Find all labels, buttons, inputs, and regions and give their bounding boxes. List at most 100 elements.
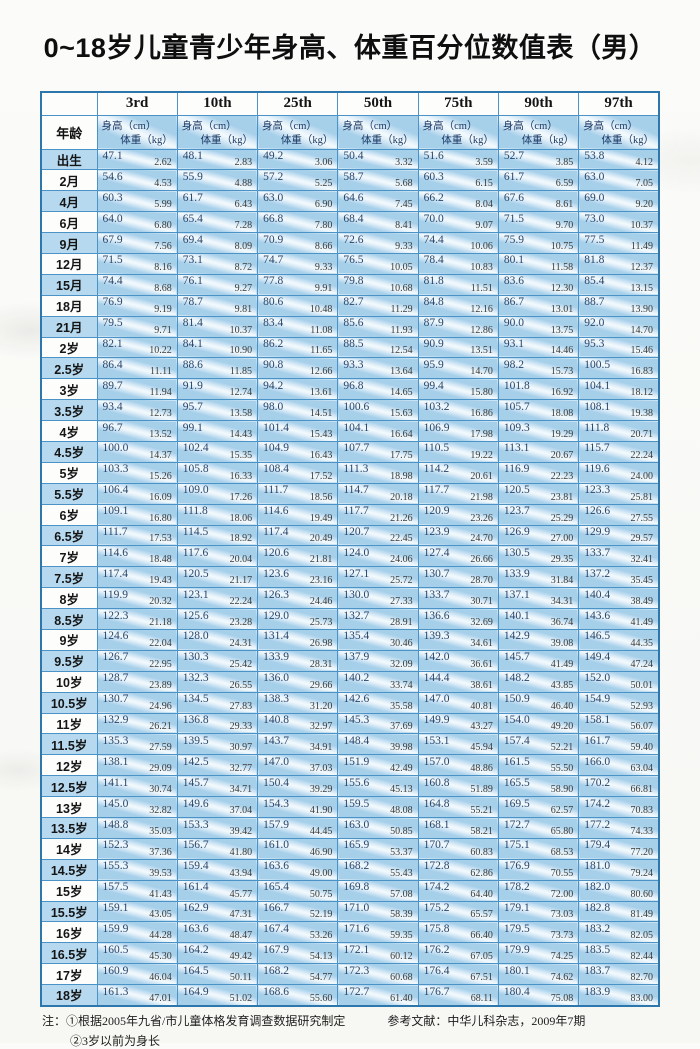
weight-value: 16.09 [149, 491, 172, 503]
value-cell: 79.8 10.68 [337, 273, 419, 296]
height-value: 60.3 [423, 170, 444, 183]
table-row: 2月 54.6 4.53 55.9 4.88 57.2 5.25 58.7 5.68 60.3 6.… [40, 169, 660, 192]
value-cell: 134.5 27.83 [176, 691, 259, 714]
height-value: 114.5 [182, 526, 209, 539]
height-value: 137.1 [503, 588, 530, 601]
table-row: 10岁 128.7 23.89 132.3 26.55 136.0 29.66 140.2 33… [40, 670, 660, 693]
weight-value: 11.58 [551, 261, 574, 273]
height-unit-label: 身高（cm） [342, 120, 398, 132]
weight-value: 10.75 [550, 240, 574, 252]
age-cell: 9岁 [40, 628, 98, 651]
value-cell: 137.2 35.45 [578, 566, 660, 589]
weight-value: 25.72 [390, 575, 413, 587]
value-cell: 142.9 39.08 [497, 628, 580, 651]
height-value: 111.3 [343, 463, 369, 476]
weight-value: 24.00 [630, 470, 654, 482]
value-cell: 114.2 20.61 [417, 461, 499, 484]
weight-value: 20.71 [630, 428, 654, 440]
weight-value: 14.46 [550, 345, 574, 357]
weight-value: 12.86 [470, 324, 493, 336]
value-cell: 155.6 45.13 [337, 775, 419, 798]
height-value: 117.4 [263, 526, 289, 539]
value-cell: 120.9 23.26 [417, 503, 499, 526]
value-cell: 89.7 11.94 [96, 378, 178, 401]
weight-value: 37.03 [309, 763, 333, 775]
height-value: 164.2 [182, 943, 209, 956]
value-cell: 86.2 11.65 [257, 336, 339, 359]
weight-unit-label: 体重（kg） [441, 134, 494, 146]
value-cell: 175.1 68.53 [497, 837, 580, 860]
value-cell: 144.4 38.61 [417, 670, 499, 693]
value-cell: 130.5 29.35 [497, 545, 580, 568]
value-cell: 93.1 14.46 [497, 336, 580, 359]
age-cell: 6.5岁 [40, 524, 98, 547]
table-row: 6岁 109.1 16.80 111.8 18.06 114.6 19.49 117.7 21.… [40, 503, 660, 526]
weight-value: 10.37 [630, 220, 654, 232]
weight-value: 26.55 [229, 679, 253, 691]
value-cell: 117.4 20.49 [257, 524, 339, 547]
weight-value: 19.43 [149, 575, 172, 587]
height-value: 148.8 [102, 818, 129, 831]
value-cell: 179.9 74.25 [497, 942, 580, 965]
weight-value: 83.00 [630, 992, 654, 1004]
weight-value: 42.49 [390, 763, 413, 775]
value-cell: 48.1 2.83 [176, 148, 259, 171]
weight-value: 26.66 [470, 554, 493, 566]
table-row: 2.5岁 86.4 11.11 88.6 11.85 90.8 12.66 93.3 13.64… [40, 357, 660, 380]
age-cell: 16岁 [40, 921, 98, 944]
table-row: 14岁 152.3 37.36 156.7 41.80 161.0 46.90 165.9 53… [40, 837, 660, 860]
weight-value: 54.77 [309, 972, 333, 984]
age-cell: 5岁 [40, 461, 98, 484]
height-value: 130.5 [503, 546, 530, 559]
weight-value: 47.24 [630, 658, 654, 670]
value-cell: 166.7 52.19 [257, 900, 339, 923]
weight-value: 7.05 [635, 178, 654, 190]
measure-header-cell: 身高（cm） 体重（kg） [497, 114, 580, 150]
height-value: 54.6 [102, 170, 123, 183]
height-value: 95.9 [423, 358, 444, 371]
weight-value: 80.60 [630, 888, 654, 900]
value-cell: 76.5 10.05 [337, 252, 419, 275]
weight-unit-label: 体重（kg） [521, 134, 575, 146]
value-cell: 165.5 58.90 [497, 775, 580, 798]
value-cell: 85.4 13.15 [578, 273, 660, 296]
height-value: 125.6 [182, 609, 209, 622]
weight-value: 23.81 [550, 491, 574, 503]
height-value: 182.0 [584, 881, 611, 894]
value-cell: 148.4 39.98 [337, 733, 419, 756]
height-value: 145.3 [343, 714, 370, 727]
height-value: 164.9 [182, 985, 209, 998]
height-value: 67.9 [102, 233, 123, 246]
height-value: 128.7 [102, 672, 129, 685]
value-cell: 164.8 55.21 [417, 796, 499, 818]
height-value: 102.4 [182, 442, 209, 455]
value-cell: 168.1 58.21 [417, 817, 499, 839]
height-unit-label: 身高（cm） [262, 120, 317, 132]
height-value: 120.7 [343, 526, 370, 539]
weight-value: 17.52 [309, 470, 333, 482]
weight-value: 16.92 [550, 387, 574, 399]
table-row: 7.5岁 117.4 19.43 120.5 21.17 123.6 23.16 127.1 2… [40, 566, 660, 589]
height-value: 137.9 [343, 651, 370, 664]
value-cell: 119.9 20.32 [96, 587, 178, 610]
weight-value: 5.68 [395, 178, 413, 190]
weight-value: 49.42 [229, 951, 253, 963]
height-value: 101.4 [263, 421, 289, 434]
value-cell: 157.5 41.43 [96, 879, 178, 902]
value-cell: 74.4 8.68 [96, 273, 178, 296]
height-value: 78.4 [423, 254, 444, 267]
height-value: 157.4 [503, 734, 530, 747]
height-value: 106.9 [423, 421, 450, 434]
value-cell: 179.5 73.73 [497, 921, 580, 944]
height-value: 91.9 [182, 379, 203, 392]
weight-value: 16.43 [309, 449, 333, 461]
weight-value: 55.21 [470, 805, 493, 816]
height-value: 119.6 [584, 463, 610, 476]
weight-value: 7.45 [395, 199, 413, 211]
weight-value: 6.15 [475, 178, 493, 190]
weight-value: 13.51 [470, 345, 493, 357]
weight-value: 50.01 [630, 679, 654, 691]
height-value: 161.7 [584, 734, 611, 747]
height-value: 69.0 [584, 191, 605, 204]
height-unit-label: 身高（cm） [583, 120, 639, 132]
